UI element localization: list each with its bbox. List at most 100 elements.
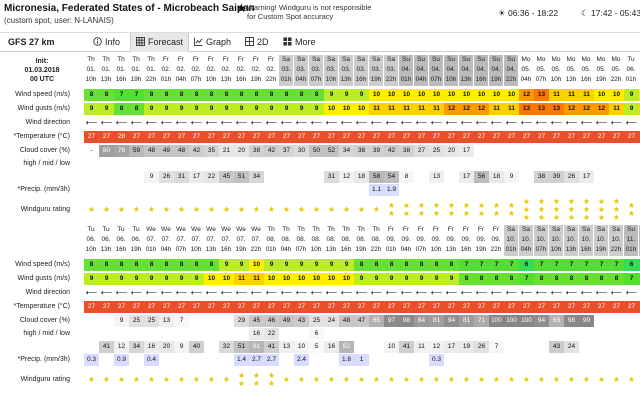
data-cell: 9: [324, 89, 339, 101]
row-temperature: 27 27 28 27 27 27 27 27 27 27 27 27 27 27 27 27 27 27 27 27…: [84, 131, 640, 143]
data-cell: 9: [159, 273, 174, 285]
data-cell: 38: [249, 145, 264, 157]
data-cell: 49: [159, 145, 174, 157]
data-cell: 27: [99, 301, 114, 313]
time-hour: 13h: [205, 246, 217, 253]
star-icon: ★: [567, 375, 576, 384]
time-day: Fr: [477, 226, 485, 233]
time-date: 09.: [431, 236, 441, 243]
time-hour: 16h: [580, 76, 592, 83]
time-date: 04.: [461, 66, 471, 73]
time-hour: 10h: [310, 246, 322, 253]
data-cell: 8: [204, 259, 219, 271]
data-cell: 27: [189, 131, 204, 143]
tab-forecast[interactable]: Forecast: [130, 33, 190, 52]
time-date: 02.: [236, 66, 246, 73]
data-cell: 51: [234, 171, 249, 183]
arrow-icon: ⟵: [430, 288, 443, 297]
time-day: Su: [507, 56, 515, 63]
data-cell: 42: [384, 145, 399, 157]
star-icon: ★: [387, 375, 396, 384]
data-cell: 8: [384, 259, 399, 271]
data-cell: 1.8: [339, 354, 354, 366]
data-cell: 8: [309, 89, 324, 101]
data-cell: 29: [234, 315, 249, 327]
data-cell: 10: [279, 273, 294, 285]
star-icon: ★: [552, 375, 561, 384]
time-hour: 07h: [535, 76, 547, 83]
time-hour: 01h: [625, 76, 637, 83]
row-rating: ★ ★ ★ ★ ★ ★ ★ ★ ★ ★ ★ ★ ★ ★ ★ ★ ★ ★ ★ ★ ★ ★ ★ ★ ★ ★ ★ ★ ★ ★ ★ ★ ★ ★ ★ ★ ★ ★ ★ ★…: [84, 198, 640, 222]
data-cell: 11: [489, 103, 504, 115]
time-date: 08.: [356, 236, 366, 243]
warning-text: Warning! Windguru is not responsible for…: [247, 3, 372, 21]
data-cell: 25: [429, 145, 444, 157]
tab-info[interactable]: Info: [88, 33, 125, 52]
time-day: Fr: [402, 226, 410, 233]
time-date: 06.: [131, 236, 141, 243]
row-label-cloud-cover: Cloud cover (%): [19, 317, 70, 324]
tab-2d[interactable]: 2D: [240, 33, 274, 52]
time-day: Sa: [522, 226, 530, 233]
time-day: Fr: [252, 56, 260, 63]
time-hour: 07h: [310, 76, 322, 83]
time-date: 02.: [161, 66, 171, 73]
time-column-header: Su 04. 16h: [474, 55, 489, 86]
time-column-header: Fr 09. 13h: [444, 225, 459, 256]
data-cell: 7: [489, 259, 504, 271]
tab-graph[interactable]: Graph: [189, 33, 236, 52]
star-icon: ★ ★ ★: [597, 198, 606, 222]
time-column-header: Su 04. 10h: [444, 55, 459, 86]
row-dir: ⟵⟵⟵⟵⟵⟵⟵⟵⟵⟵⟵⟵⟵⟵⟵⟵⟵⟵⟵⟵⟵⟵⟵⟵⟵⟵⟵⟵⟵⟵⟵⟵⟵⟵⟵⟵⟵⟵: [84, 287, 640, 299]
star-icon: ★: [162, 375, 171, 384]
data-cell: 27: [474, 301, 489, 313]
arrow-icon: ⟵: [580, 288, 593, 297]
data-cell: 10: [594, 89, 609, 101]
time-column-header: Su 04. 13h: [459, 55, 474, 86]
time-date: 02.: [191, 66, 201, 73]
time-hour: 10h: [325, 76, 337, 83]
data-cell: 94: [534, 315, 549, 327]
data-cell: 42: [264, 145, 279, 157]
time-hour: 16h: [220, 246, 232, 253]
data-cell: 12: [429, 341, 444, 353]
data-cell: 19: [459, 341, 474, 353]
star-icon: ★ ★ ★: [567, 198, 576, 222]
time-column-header: Mo 05. 19h: [594, 55, 609, 86]
time-day: Th: [117, 56, 125, 63]
data-cell: 6: [624, 259, 639, 271]
data-cell: 11: [429, 103, 444, 115]
row-label-precip: *Precip. (mm/3h): [17, 186, 70, 193]
data-cell: 9: [444, 273, 459, 285]
star-icon: ★ ★ ★: [522, 198, 531, 222]
arrow-icon: ⟵: [550, 288, 563, 297]
time-hour: 07h: [430, 76, 442, 83]
data-cell: 12: [444, 103, 459, 115]
tab-more[interactable]: More: [278, 33, 321, 52]
time-date: 07.: [206, 236, 216, 243]
time-date: 05.: [566, 66, 576, 73]
time-day: Fr: [192, 56, 200, 63]
data-cell: 27: [414, 301, 429, 313]
data-cell: 21: [219, 145, 234, 157]
arrow-icon: ⟵: [595, 288, 608, 297]
data-cell: 27: [384, 131, 399, 143]
arrow-icon: ⟵: [100, 288, 113, 297]
data-cell: 81: [429, 315, 444, 327]
time-date: 03.: [296, 66, 306, 73]
time-column-header: Fr 09. 10h: [429, 225, 444, 256]
arrow-icon: ⟵: [610, 118, 623, 127]
arrow-icon: ⟵: [415, 288, 428, 297]
data-cell: 6: [309, 328, 324, 340]
arrow-icon: ⟵: [115, 288, 128, 297]
data-cell: 63: [549, 315, 564, 327]
data-cell: 76: [114, 145, 129, 157]
moon-times-text: 17:42 - 05:43: [591, 8, 640, 18]
data-cell: 10: [294, 341, 309, 353]
table-icon: [136, 37, 145, 46]
time-date: 02.: [251, 66, 261, 73]
star-icon: ★: [492, 375, 501, 384]
star-icon: ★: [207, 375, 216, 384]
arrow-icon: ⟵: [295, 288, 308, 297]
data-cell: 27: [459, 301, 474, 313]
